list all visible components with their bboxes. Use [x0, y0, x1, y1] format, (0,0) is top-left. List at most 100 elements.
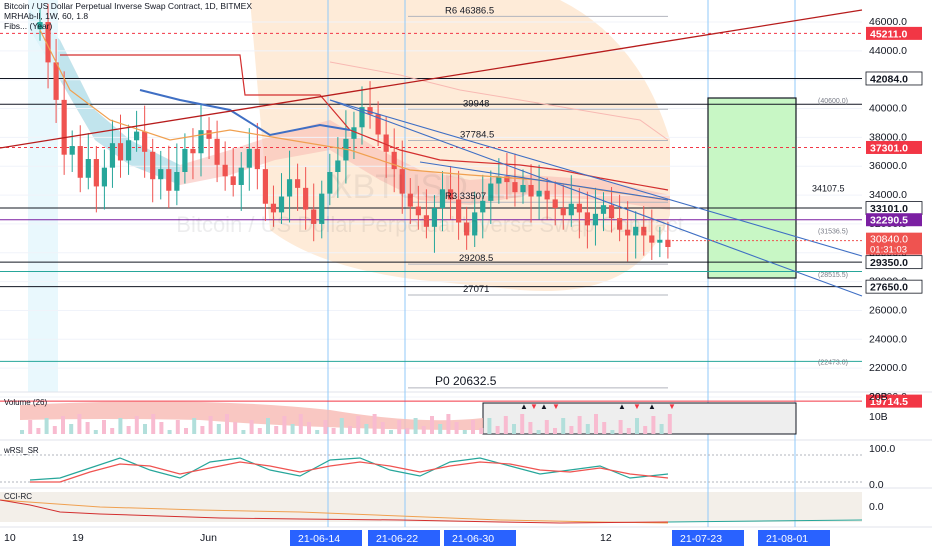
- volume-bar: [651, 416, 656, 434]
- candle-body: [278, 196, 285, 213]
- candle-body: [109, 143, 116, 168]
- volume-bar: [102, 420, 106, 434]
- price-badge-label: 29350.0: [870, 257, 908, 269]
- volume-bar: [659, 424, 664, 434]
- candle-body: [520, 184, 526, 193]
- volume-marker: ▲: [648, 402, 656, 411]
- volume-bar: [175, 420, 180, 434]
- time-highlight-label: 21-08-01: [766, 533, 808, 545]
- wrsi-tick: 100.0: [869, 443, 895, 455]
- candle-body: [198, 130, 204, 154]
- time-label: 19: [72, 532, 84, 544]
- volume-bar: [577, 416, 582, 434]
- volume-bar: [528, 422, 533, 434]
- volume-bar: [536, 430, 541, 434]
- wrsi-panel-label[interactable]: wRSI_SR: [4, 446, 39, 455]
- candle-body: [383, 134, 389, 152]
- volume-bar: [618, 420, 623, 434]
- candle-body: [617, 218, 623, 230]
- indicator-fibs-label[interactable]: Fibs... (Year): [4, 21, 53, 31]
- time-highlight[interactable]: [672, 530, 744, 546]
- candle-body: [552, 199, 558, 209]
- candle-body: [166, 169, 172, 191]
- time-highlight[interactable]: [290, 530, 362, 546]
- price-badge-label: 33101.0: [870, 203, 908, 215]
- marks-layer: [0, 3, 863, 524]
- volume-bar: [397, 420, 402, 434]
- volume-bar: [151, 414, 156, 434]
- time-axis[interactable]: 10 19 Jun 12 21-06-14 21-06-22 21-06-30 21-07-2…: [4, 530, 830, 546]
- volume-bar: [28, 420, 33, 434]
- time-label: 10: [4, 532, 16, 544]
- price-badge[interactable]: [866, 394, 922, 408]
- price-badge[interactable]: [866, 213, 922, 227]
- trendline-red: [0, 9, 863, 149]
- volume-bar: [241, 430, 246, 434]
- time-highlight[interactable]: [758, 530, 830, 546]
- volume-bar: [249, 420, 254, 434]
- candle-body: [93, 159, 99, 187]
- volume-bar: [503, 416, 508, 434]
- price-badge[interactable]: [865, 71, 923, 86]
- candle-body: [295, 179, 301, 188]
- time-highlight[interactable]: [444, 530, 516, 546]
- candle-body: [53, 62, 59, 100]
- candle-body: [359, 107, 365, 128]
- volume-bar: [430, 416, 434, 434]
- volume-bar: [348, 426, 352, 434]
- candle-body: [117, 143, 124, 161]
- candle-body: [335, 160, 341, 172]
- countdown-label: 01:31:03: [870, 245, 907, 256]
- volume-bar: [110, 428, 115, 434]
- volume-bar: [626, 428, 631, 434]
- volume-bar: [216, 424, 221, 434]
- price-badge[interactable]: [866, 26, 922, 40]
- price-tick: 34000.0: [869, 189, 907, 201]
- candle-body: [351, 127, 357, 139]
- candle-body: [142, 131, 148, 152]
- price-badge-label: 32290.5: [870, 215, 908, 227]
- candle-body: [407, 193, 413, 207]
- candle-body: [150, 151, 156, 180]
- wrsi-line: [29, 457, 669, 481]
- candle-body: [665, 239, 671, 247]
- volume-bar: [184, 428, 188, 434]
- candle-body: [439, 189, 446, 209]
- volume-band: [20, 401, 483, 430]
- volume-bar: [93, 430, 98, 434]
- labels-layer: XBTUSD, 1D Bitcoin / US Dollar Perpetual …: [176, 5, 848, 411]
- cci-panel-label[interactable]: CCI-RC: [4, 492, 32, 501]
- volume-tick: 10B: [869, 411, 888, 423]
- volume-bar: [544, 420, 549, 434]
- candle-body: [262, 169, 268, 204]
- candle-body: [230, 176, 236, 185]
- current-price-badge[interactable]: [866, 232, 922, 255]
- price-badge[interactable]: [865, 279, 923, 294]
- candle-body: [303, 187, 309, 210]
- volume-bar: [167, 430, 172, 434]
- time-highlight[interactable]: [368, 530, 440, 546]
- volume-bar: [126, 426, 131, 434]
- candle-body: [512, 182, 518, 193]
- indicator-mrha-label[interactable]: MRHAb-ll, 1W, 60, 1.8: [4, 11, 89, 21]
- fib-label: (28515.5): [818, 272, 848, 279]
- price-badge[interactable]: [865, 255, 923, 270]
- cci-line: [0, 499, 669, 524]
- candle-body: [431, 208, 438, 227]
- time-highlight-label: 21-07-23: [680, 533, 722, 545]
- price-axis[interactable]: 46000.044000.042000.040000.038000.036000…: [865, 16, 923, 513]
- pivot-label: 37784.5: [460, 129, 494, 140]
- fib-label: (22473.0): [818, 359, 848, 366]
- price-tick: 38000.0: [869, 131, 907, 143]
- volume-panel-label[interactable]: Volume (26): [4, 398, 48, 407]
- cci-projection: [667, 519, 863, 523]
- volume-bar: [118, 418, 123, 434]
- candle-body: [206, 130, 212, 139]
- volume-bar: [159, 422, 164, 434]
- volume-bar: [339, 418, 344, 434]
- price-badge[interactable]: [866, 140, 922, 154]
- candle-body: [214, 138, 220, 165]
- candle-body: [182, 148, 188, 172]
- wrsi-tick: 0.0: [869, 479, 884, 491]
